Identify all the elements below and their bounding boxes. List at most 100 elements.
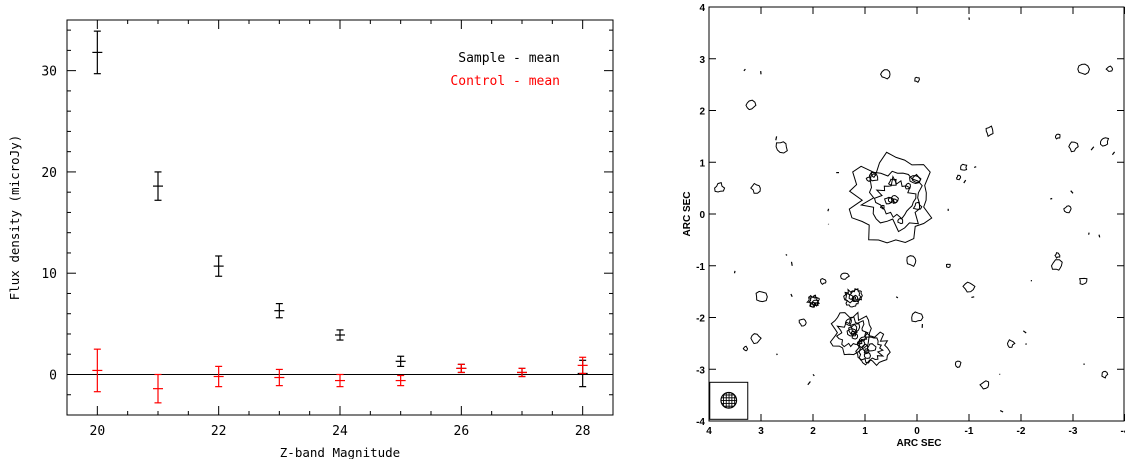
x-tick-label: 28: [575, 424, 591, 439]
noise-contour: [776, 353, 778, 356]
noise-contour: [1022, 330, 1027, 334]
data-point: [153, 171, 163, 201]
noise-contour: [962, 281, 976, 293]
noise-contour: [1099, 137, 1110, 147]
map-y-tick-label: -1: [696, 262, 705, 273]
y-tick-label: 30: [41, 65, 57, 80]
map-y-tick-label: 3: [699, 55, 705, 66]
x-tick-label: 20: [90, 424, 106, 439]
map-axis-tick-labels: 4 3 2 1 0 -1 -2 -3 -4 -4 -3 -2 -1 0 1 2 3 4: [696, 3, 1125, 437]
contour-island: [912, 201, 923, 210]
contour-island: [848, 323, 858, 335]
contour-level: [848, 151, 933, 244]
map-frame: [708, 6, 1125, 422]
noise-contour: [1068, 141, 1079, 153]
contour-island: [851, 295, 857, 301]
series-control: [92, 348, 588, 404]
noise-contour: [743, 68, 746, 72]
axis-tick-labels: 20 22 24 26 28 0 10 20 30: [41, 65, 590, 439]
map-y-tick-label: -3: [696, 365, 705, 376]
map-x-tick-label: -1: [965, 426, 974, 437]
x-tick-label: 22: [211, 424, 227, 439]
noise-contour: [1050, 259, 1063, 271]
noise-contour: [906, 255, 917, 267]
noise-contour: [714, 181, 726, 193]
map-y-tick-label: 0: [699, 210, 705, 221]
data-point: [456, 363, 467, 374]
noise-contour: [1070, 190, 1074, 194]
contour-island: [845, 292, 855, 304]
noise-contour: [985, 125, 994, 138]
legend-entry-sample: Sample - mean: [458, 51, 560, 66]
contour-lines: [714, 17, 1116, 413]
noise-contour: [963, 179, 967, 184]
legend: Sample - mean Control - mean: [450, 51, 560, 89]
map-x-tick-label: 0: [914, 426, 920, 437]
y-tick-label: 0: [49, 368, 57, 383]
contour-island: [911, 173, 922, 183]
contour-island: [904, 182, 911, 190]
beam-indicator: [709, 381, 749, 420]
noise-contour: [807, 381, 811, 386]
map-x-tick-label: -3: [1069, 426, 1078, 437]
noise-contour: [971, 296, 975, 298]
data-point: [335, 329, 345, 341]
x-axis-label: Z-band Magnitude: [280, 445, 400, 459]
contour-island: [861, 343, 869, 352]
contour-island: [851, 333, 859, 340]
secondary-source-contours: [806, 294, 821, 308]
contour-island: [809, 301, 816, 308]
contour-island: [811, 299, 819, 307]
noise-contour: [1079, 277, 1088, 286]
data-point: [213, 255, 224, 277]
contour-level: [806, 294, 821, 308]
data-point: [517, 367, 527, 378]
noise-contour: [999, 410, 1004, 413]
secondary-source-contours: [855, 331, 891, 367]
map-x-tick-label: 3: [758, 426, 764, 437]
map-x-tick-label: 1: [862, 426, 868, 437]
contour-level: [856, 336, 885, 364]
contour-level: [873, 175, 917, 220]
noise-contour: [1054, 252, 1061, 259]
error-bar-series: [92, 30, 588, 404]
noise-contour: [1105, 65, 1114, 72]
contour-island: [849, 323, 861, 333]
noise-contour: [775, 136, 778, 141]
noise-contour: [880, 69, 891, 80]
data-point: [92, 30, 103, 75]
contour-island: [879, 204, 885, 210]
contour-level: [855, 331, 891, 367]
noise-contour: [1101, 370, 1109, 379]
noise-contour: [775, 141, 788, 154]
contour-island: [887, 197, 895, 204]
y-axis-label: Flux density (microJy): [7, 135, 22, 301]
map-x-tick-label: 4: [706, 426, 712, 437]
noise-contour: [956, 174, 962, 181]
noise-contour: [840, 272, 851, 280]
noise-contour: [755, 290, 768, 303]
noise-contour: [742, 345, 749, 352]
noise-contour: [911, 311, 924, 323]
noise-contour: [733, 270, 736, 274]
contour-island: [871, 173, 877, 178]
data-point: [395, 374, 406, 387]
beam-hatching: [720, 392, 737, 409]
map-y-tick-label: -4: [696, 417, 705, 428]
noise-contour: [1111, 151, 1116, 156]
data-point: [395, 355, 406, 367]
noise-contour: [974, 166, 977, 168]
noise-contour: [790, 293, 793, 298]
secondary-source-contours: [843, 288, 863, 308]
map-y-tick-label: 4: [699, 3, 705, 14]
data-point: [274, 368, 285, 387]
legend-entry-control: Control - mean: [450, 74, 560, 89]
contour-island: [850, 330, 856, 336]
data-point: [577, 356, 588, 375]
main-source-contours: [848, 151, 933, 244]
noise-contour: [914, 76, 920, 84]
map-axis-ticks: [708, 6, 1125, 422]
noise-contour: [790, 261, 793, 266]
noise-contour: [785, 253, 788, 256]
